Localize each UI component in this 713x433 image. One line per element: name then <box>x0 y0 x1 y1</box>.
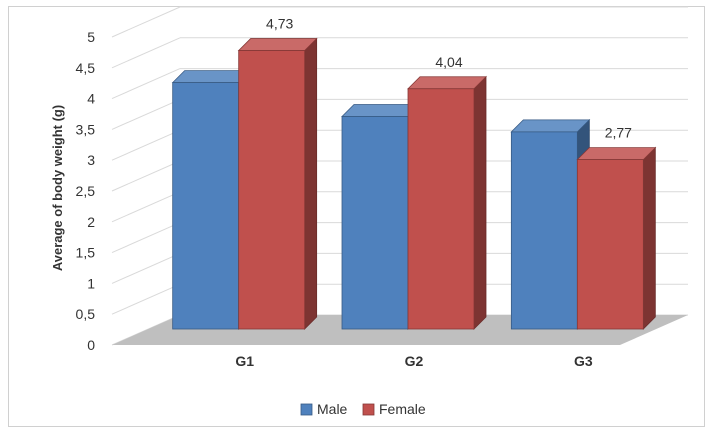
bar-female-g1 <box>237 37 318 330</box>
y-tick-label: 1 <box>87 275 95 291</box>
data-label: 4,73 <box>266 16 293 32</box>
bars <box>171 37 657 330</box>
legend-label: Female <box>379 401 426 417</box>
gridline-depth <box>111 160 181 192</box>
gridline-depth <box>111 191 181 223</box>
gridline-depth <box>111 98 181 130</box>
y-tick-label: 0,5 <box>76 306 96 322</box>
y-tick-label: 1,5 <box>76 245 96 261</box>
y-tick-label: 2,5 <box>76 183 96 199</box>
x-category-label: G1 <box>235 353 254 369</box>
y-tick-label: 0 <box>87 337 95 353</box>
gridline-depth <box>111 129 181 161</box>
gridline-depth <box>111 283 181 315</box>
y-tick-label: 5 <box>87 29 95 45</box>
y-axis-label: Average of body weight (g) <box>50 105 65 271</box>
y-tick-label: 2 <box>87 214 95 230</box>
x-axis-categories: G1 G2 G3 <box>235 353 593 369</box>
gridline-depth <box>111 6 181 38</box>
y-tick-label: 3 <box>87 152 95 168</box>
y-axis-ticks: 0 0,5 1 1,5 2 2,5 3 3,5 4 4,5 5 <box>76 29 96 353</box>
bar-female-g2 <box>407 75 487 330</box>
gridline-depth <box>111 222 181 254</box>
legend-swatch <box>300 403 313 416</box>
legend: Male Female <box>300 401 426 417</box>
data-label: 4,04 <box>435 54 462 70</box>
data-labels: 4,73 4,04 2,77 <box>266 16 632 141</box>
y-tick-label: 4 <box>87 91 95 107</box>
y-tick-label: 4,5 <box>76 60 96 76</box>
gridline-depth <box>111 68 181 100</box>
y-tick-label: 3,5 <box>76 121 96 137</box>
legend-label: Male <box>317 401 348 417</box>
x-category-label: G2 <box>405 353 424 369</box>
gridline-depth <box>111 252 181 284</box>
data-label: 2,77 <box>605 125 632 141</box>
bar-female-g3 <box>576 146 657 330</box>
legend-swatch <box>362 403 375 416</box>
x-category-label: G3 <box>574 353 593 369</box>
gridline-depth <box>111 37 181 69</box>
